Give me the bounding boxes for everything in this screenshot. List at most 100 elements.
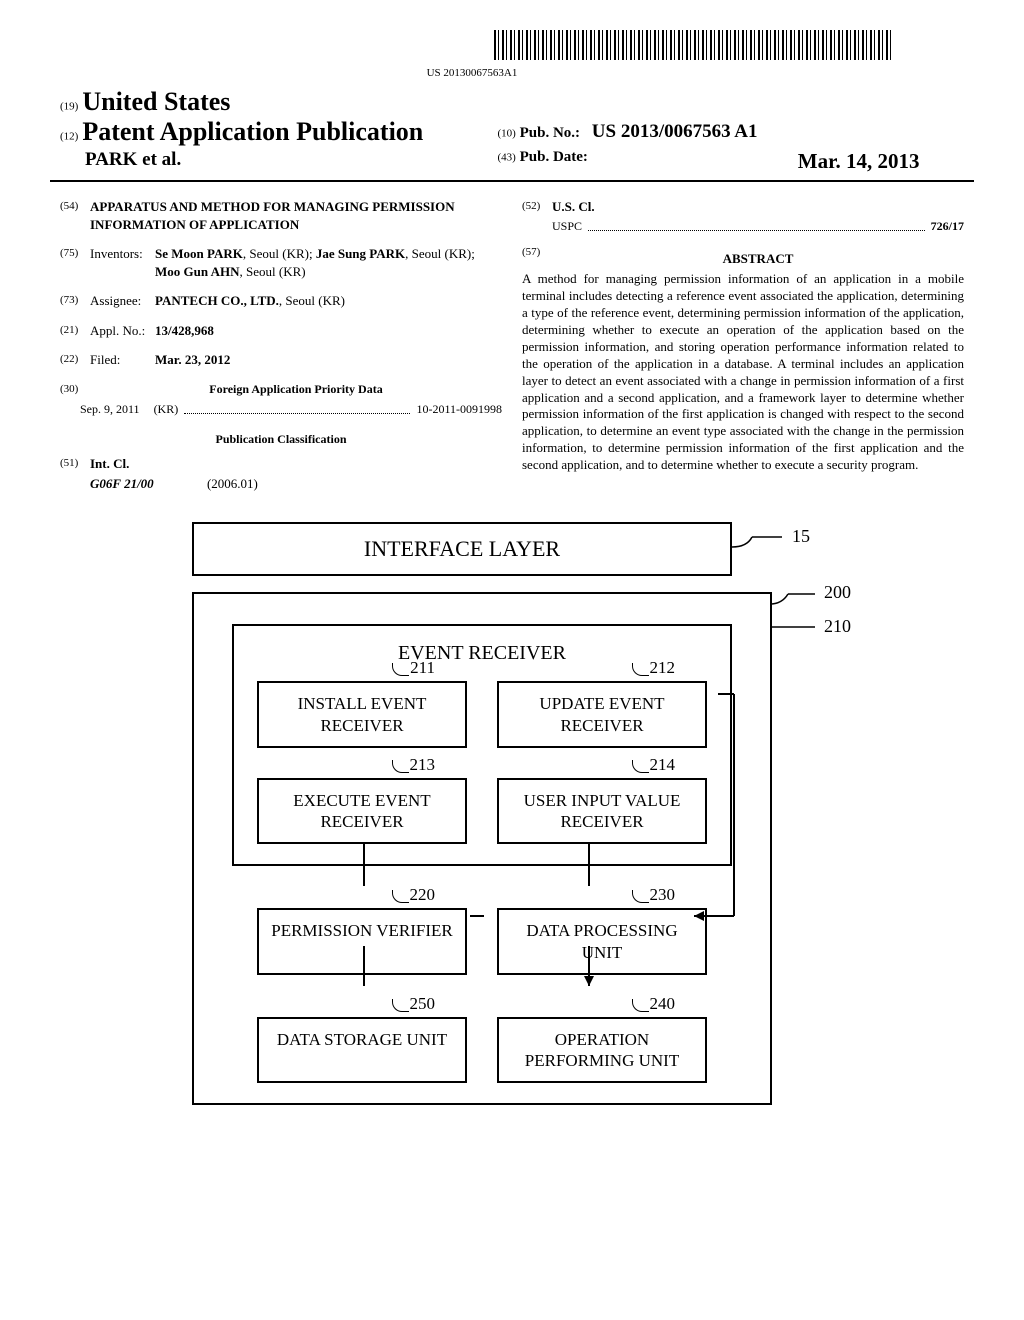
uscl-prefix: USPC <box>552 218 582 234</box>
operation-performing-label: OPERATION PERFORMING UNIT <box>525 1030 679 1070</box>
filed-label: Filed: <box>90 351 155 369</box>
event-receiver-box: EVENT RECEIVER 211 INSTALL EVENT RECEIVE… <box>232 624 732 866</box>
assignee: PANTECH CO., LTD., Seoul (KR) <box>155 292 502 310</box>
uscl-label: U.S. Cl. <box>552 199 595 214</box>
header-left: (19) United States (12) Patent Applicati… <box>50 87 494 171</box>
ref-250: 250 <box>410 993 436 1014</box>
title-section: (54) APPARATUS AND METHOD FOR MANAGING P… <box>60 198 502 233</box>
patent-page: US 20130067563A1 (19) United States (12)… <box>0 0 1024 1143</box>
pub-no-code: (10) <box>498 128 516 140</box>
ref-214: 214 <box>650 754 676 775</box>
barcode-area: US 20130067563A1 <box>50 30 894 79</box>
uscl-code: (52) <box>522 198 552 216</box>
pub-date: Mar. 14, 2013 <box>798 149 920 174</box>
interface-layer-label: INTERFACE LAYER <box>224 536 700 562</box>
operation-performing-box: 240 OPERATION PERFORMING UNIT <box>497 1017 707 1084</box>
body-columns: (54) APPARATUS AND METHOD FOR MANAGING P… <box>50 198 974 492</box>
ref-220: 220 <box>410 884 436 905</box>
ref-211: 211 <box>410 657 435 678</box>
intcl-section: (51) Int. Cl. <box>60 455 502 473</box>
execute-event-label: EXECUTE EVENT RECEIVER <box>293 791 430 831</box>
assignee-label: Assignee: <box>90 292 155 310</box>
ref-230: 230 <box>650 884 676 905</box>
intcl-year: (2006.01) <box>207 476 258 491</box>
uscl-section: (52) U.S. Cl. <box>522 198 964 216</box>
filed-code: (22) <box>60 351 90 369</box>
assignee-name: PANTECH CO., LTD. <box>155 293 279 308</box>
pub-no-label: Pub. No.: <box>520 125 580 141</box>
barcode <box>494 30 894 60</box>
pub-type: Patent Application Publication <box>82 117 423 146</box>
inventors: Se Moon PARK, Seoul (KR); Jae Sung PARK,… <box>155 245 502 280</box>
inventor-1: Se Moon PARK <box>155 246 243 261</box>
intcl-row: G06F 21/00 (2006.01) <box>90 475 502 493</box>
header: (19) United States (12) Patent Applicati… <box>50 87 974 182</box>
pubclass-heading: Publication Classification <box>60 431 502 447</box>
intcl-code: (51) <box>60 455 90 473</box>
title-code: (54) <box>60 198 90 233</box>
pub-no: US 2013/0067563 A1 <box>592 121 758 142</box>
row-2: 213 EXECUTE EVENT RECEIVER 214 USER INPU… <box>254 778 710 845</box>
update-event-label: UPDATE EVENT RECEIVER <box>539 694 664 734</box>
ref-240: 240 <box>650 993 676 1014</box>
assignee-section: (73) Assignee: PANTECH CO., LTD., Seoul … <box>60 292 502 310</box>
inventor-2: Jae Sung PARK <box>316 246 405 261</box>
execute-event-box: 213 EXECUTE EVENT RECEIVER <box>257 778 467 845</box>
row-1: 211 INSTALL EVENT RECEIVER 212 UPDATE EV… <box>254 681 710 748</box>
invention-title: APPARATUS AND METHOD FOR MANAGING PERMIS… <box>90 198 502 233</box>
left-column: (54) APPARATUS AND METHOD FOR MANAGING P… <box>50 198 512 492</box>
country-code: (19) <box>60 100 78 112</box>
abstract-heading: ABSTRACT <box>552 250 964 268</box>
abstract-code: (57) <box>522 244 552 272</box>
foreign-priority-section: (30) Foreign Application Priority Data <box>60 381 502 397</box>
permission-verifier-label: PERMISSION VERIFIER <box>271 921 453 940</box>
foreign-code: (30) <box>60 381 90 397</box>
inventors-section: (75) Inventors: Se Moon PARK, Seoul (KR)… <box>60 245 502 280</box>
uscl-value: 726/17 <box>931 219 964 233</box>
row-3: 220 PERMISSION VERIFIER 230 DATA PROCESS… <box>224 908 740 975</box>
uscl-row: USPC 726/17 <box>552 218 964 234</box>
permission-verifier-box: 220 PERMISSION VERIFIER <box>257 908 467 975</box>
ref-212: 212 <box>650 657 676 678</box>
country: United States <box>82 87 230 116</box>
foreign-country: (KR) <box>154 401 179 417</box>
pub-date-code: (43) <box>498 152 516 164</box>
ref-210: 210 <box>824 616 851 637</box>
pub-type-code: (12) <box>60 130 78 142</box>
assignee-code: (73) <box>60 292 90 310</box>
filed-date: Mar. 23, 2012 <box>155 352 230 367</box>
interface-layer-box: INTERFACE LAYER <box>192 522 732 576</box>
intcl-class: G06F 21/00 <box>90 476 154 491</box>
main-box: EVENT RECEIVER 211 INSTALL EVENT RECEIVE… <box>192 594 772 1105</box>
data-storage-box: 250 DATA STORAGE UNIT <box>257 1017 467 1084</box>
install-event-box: 211 INSTALL EVENT RECEIVER <box>257 681 467 748</box>
intcl-label: Int. Cl. <box>90 456 129 471</box>
figure: INTERFACE LAYER 15 EVENT RECEIVER 211 IN… <box>192 522 832 1105</box>
foreign-priority-row: Sep. 9, 2011 (KR) 10-2011-0091998 <box>80 401 502 417</box>
filed-section: (22) Filed: Mar. 23, 2012 <box>60 351 502 369</box>
header-right: (10) Pub. No.: US 2013/0067563 A1 (43) P… <box>498 87 960 174</box>
ref-15: 15 <box>792 526 810 547</box>
ref-15-connector <box>732 532 832 572</box>
applno-section: (21) Appl. No.: 13/428,968 <box>60 322 502 340</box>
dots <box>184 401 410 414</box>
data-processing-label: DATA PROCESSING UNIT <box>526 921 677 961</box>
pub-date-label: Pub. Date: <box>520 149 588 165</box>
barcode-text: US 20130067563A1 <box>50 67 894 79</box>
userinput-label: USER INPUT VALUE RECEIVER <box>524 791 681 831</box>
inventors-code: (75) <box>60 245 90 280</box>
foreign-date: Sep. 9, 2011 <box>80 401 140 417</box>
inventor-3: Moo Gun AHN <box>155 264 240 279</box>
foreign-num: 10-2011-0091998 <box>416 401 502 417</box>
event-receiver-label: EVENT RECEIVER <box>254 642 710 665</box>
update-event-box: 212 UPDATE EVENT RECEIVER <box>497 681 707 748</box>
ref-213: 213 <box>410 754 436 775</box>
dots <box>588 218 925 231</box>
data-storage-label: DATA STORAGE UNIT <box>277 1030 447 1049</box>
abstract-text: A method for managing permission informa… <box>522 271 964 474</box>
ref-200: 200 <box>824 582 851 603</box>
inventors-label: Inventors: <box>90 245 155 280</box>
data-processing-box: 230 DATA PROCESSING UNIT <box>497 908 707 975</box>
applno-label: Appl. No.: <box>90 322 155 340</box>
right-column: (52) U.S. Cl. USPC 726/17 (57) ABSTRACT … <box>512 198 974 492</box>
